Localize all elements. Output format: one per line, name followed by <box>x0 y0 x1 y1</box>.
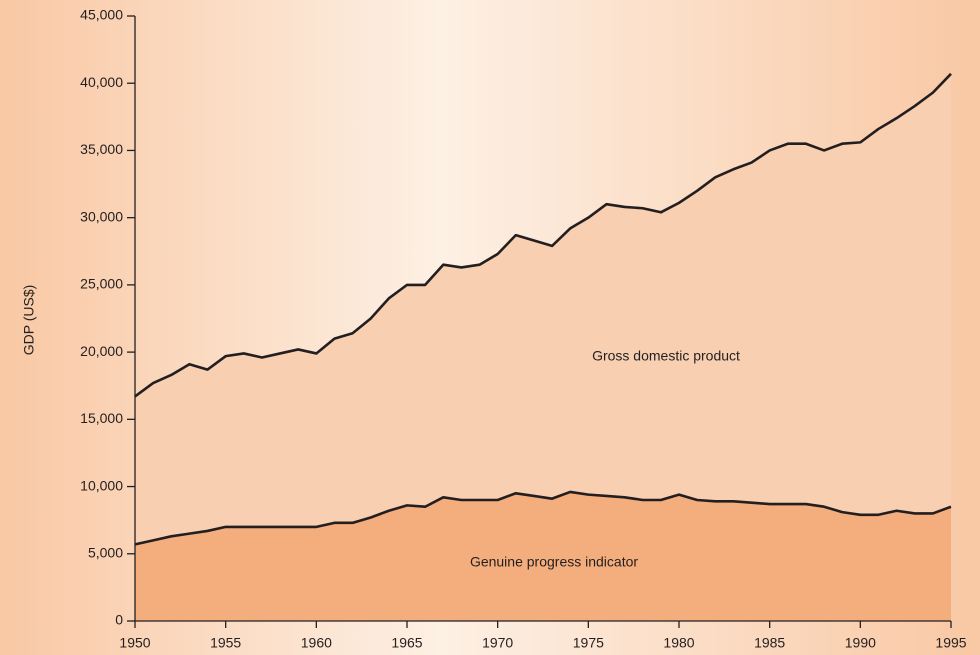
line <box>134 72 952 398</box>
x-tick-label: 1975 <box>573 635 604 651</box>
x-tick-label: 1950 <box>119 635 150 651</box>
y-tick-label: 25,000 <box>80 276 123 292</box>
x-tick-label: 1980 <box>663 635 694 651</box>
y-tick-label: 0 <box>115 612 123 628</box>
area-fill <box>135 491 951 621</box>
y-tick-label: 20,000 <box>80 343 123 359</box>
series-label: Gross domestic product <box>592 348 740 364</box>
line <box>134 490 952 546</box>
area-fill <box>135 73 951 622</box>
y-tick-label: 45,000 <box>80 7 123 23</box>
y-tick-label: 5,000 <box>88 544 123 560</box>
y-tick-label: 40,000 <box>80 74 123 90</box>
y-tick-label: 35,000 <box>80 141 123 157</box>
plot-area <box>134 72 952 622</box>
y-axis-label: GDP (US$) <box>21 285 37 356</box>
series-label: Genuine progress indicator <box>470 554 638 570</box>
y-tick-label: 15,000 <box>80 410 123 426</box>
x-tick-label: 1990 <box>845 635 876 651</box>
y-tick-label: 10,000 <box>80 477 123 493</box>
x-tick-label: 1995 <box>935 635 966 651</box>
x-tick-label: 1960 <box>301 635 332 651</box>
y-tick-label: 30,000 <box>80 208 123 224</box>
x-tick-label: 1970 <box>482 635 513 651</box>
x-tick-label: 1955 <box>210 635 241 651</box>
x-tick-label: 1965 <box>391 635 422 651</box>
x-tick-label: 1985 <box>754 635 785 651</box>
